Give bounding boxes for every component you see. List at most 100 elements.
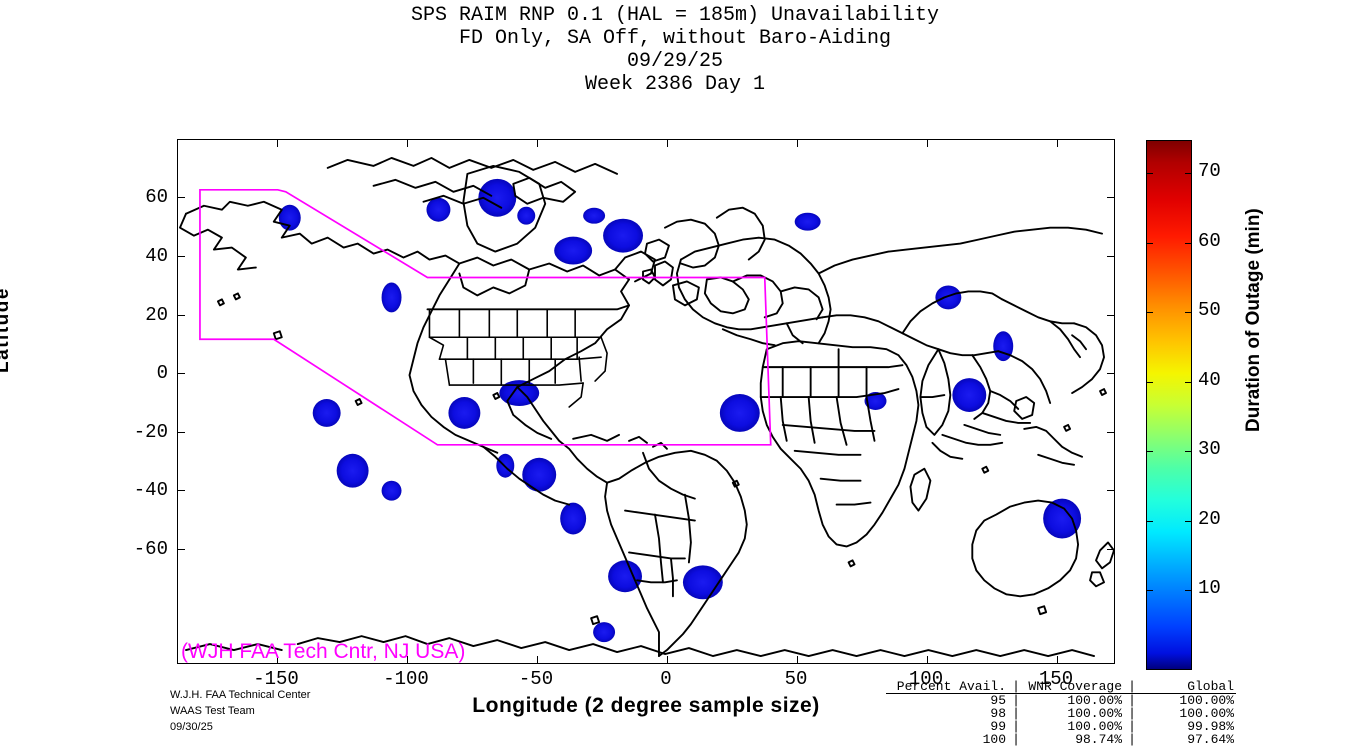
outage-patch [993,331,1014,362]
y-tick-0 [178,373,185,374]
title-line-4-week: Week 2386 Day 1 [584,73,766,96]
colorbar-tick-60 [1146,243,1153,244]
availability-stats-table: Percent Avail. | WNR Coverage | Global 9… [886,680,1236,746]
stats-cell-sep: | [1012,706,1020,721]
x-tick-top-m150 [277,140,278,147]
world-map-plot [177,139,1115,664]
stats-cell-sep: | [1012,693,1020,708]
colorbar-label-40: 40 [1198,369,1221,391]
stats-cell-percent: 98 [990,706,1006,721]
colorbar-label-30: 30 [1198,438,1221,460]
stats-cell-global: 100.00% [1179,706,1234,721]
stats-cell-wnr: 100.00% [1067,693,1122,708]
credit-line-3: 09/30/25 [170,721,213,733]
coastline-layer [179,156,1114,657]
title-line-1: SPS RAIM RNP 0.1 (HAL = 185m) Unavailabi… [410,4,940,27]
outage-patch [952,378,987,412]
stats-cell-sep: | [1128,732,1136,747]
y-tick-right-m20 [1107,432,1114,433]
colorbar-tick-70 [1146,173,1153,174]
credit-line-2: WAAS Test Team [170,705,255,717]
stats-cell-sep: | [1012,732,1020,747]
colorbar-label-70: 70 [1198,160,1221,182]
stats-header-wnr-coverage: WNR Coverage [1024,680,1124,694]
stats-cell-sep: | [1128,693,1136,708]
stats-cell-percent: 100 [982,732,1006,747]
stats-table-element: Percent Avail. | WNR Coverage | Global 9… [886,680,1236,746]
stats-cell-percent: 99 [990,719,1006,734]
y-axis-label: Latitude [0,287,13,373]
y-tick-right-40 [1107,256,1114,257]
x-tick-50 [797,656,798,663]
stats-cell-percent: 95 [990,693,1006,708]
colorbar-tick-10-r [1185,590,1192,591]
x-tick-top-0 [667,140,668,147]
x-tick-top-50 [797,140,798,147]
outage-patch [935,285,962,310]
stats-cell-sep: | [1012,719,1020,734]
y-tick-right-60 [1107,197,1114,198]
colorbar: 70 60 50 40 30 20 10 [1146,140,1221,670]
colorbar-title: Duration of Outage (min) [1243,208,1264,432]
y-tick-20 [178,315,185,316]
x-tick-top-m50 [537,140,538,147]
stats-header-sep-2: | [1124,680,1140,694]
outage-patch [554,236,593,265]
footer-credit: W.J.H. FAA Technical Center WAAS Test Te… [170,687,310,735]
outage-patch [794,212,821,231]
outage-patch [682,565,723,600]
credit-line-1: W.J.H. FAA Technical Center [170,689,311,701]
x-tick-100 [927,656,928,663]
x-tick-m150 [277,656,278,663]
x-tick-m100 [407,656,408,663]
chart-title-block: SPS RAIM RNP 0.1 (HAL = 185m) Unavailabi… [0,4,1350,96]
outage-patch [381,480,402,501]
outage-patch [593,622,616,643]
outage-patch [478,178,517,217]
stats-cell-global: 99.98% [1187,719,1234,734]
y-tick-m60 [178,549,185,550]
colorbar-tick-70-r [1185,173,1192,174]
colorbar-label-10: 10 [1198,577,1221,599]
stats-cell-global: 100.00% [1179,693,1234,708]
colorbar-tick-20 [1146,521,1153,522]
stats-cell-sep: | [1128,719,1136,734]
y-tick-60 [178,197,185,198]
outage-patch [608,560,643,593]
outage-patch [336,453,369,488]
y-tick-label-0: 0 [156,362,168,384]
outage-patch [312,399,341,427]
x-tick-m50 [537,656,538,663]
colorbar-tick-40 [1146,382,1153,383]
colorbar-label-50: 50 [1198,299,1221,321]
stats-cell-wnr: 100.00% [1067,719,1122,734]
stats-header-sep-1: | [1008,680,1024,694]
stats-header-row: Percent Avail. | WNR Coverage | Global [886,680,1236,694]
y-tick-right-m60 [1107,549,1114,550]
x-tick-label-m150: -150 [253,668,299,690]
colorbar-gradient [1146,140,1192,670]
colorbar-tick-40-r [1185,382,1192,383]
colorbar-tick-10 [1146,590,1153,591]
colorbar-tick-30-r [1185,451,1192,452]
outage-patch [499,380,540,406]
waas-coverage-polygon [199,188,772,446]
colorbar-tick-30 [1146,451,1153,452]
watermark-text: (WJH FAA Tech Cntr, NJ USA) [181,640,466,663]
outage-patch [560,502,587,535]
stats-header-global: Global [1140,680,1236,694]
table-row: 100 | 98.74% | 97.64% [886,733,1236,746]
outage-patch-layer [278,178,1082,643]
colorbar-tick-60-r [1185,243,1192,244]
y-tick-m40 [178,490,185,491]
title-line-3-date: 09/29/25 [626,50,723,73]
outage-patch [426,197,451,222]
outage-patch [583,207,606,224]
stats-header-percent-avail: Percent Avail. [886,680,1008,694]
outage-patch [719,394,760,432]
y-tick-label-m60: -60 [133,538,168,560]
stats-cell-global: 97.64% [1187,732,1234,747]
outage-patch [522,457,557,492]
y-tick-m20 [178,432,185,433]
colorbar-tick-20-r [1185,521,1192,522]
